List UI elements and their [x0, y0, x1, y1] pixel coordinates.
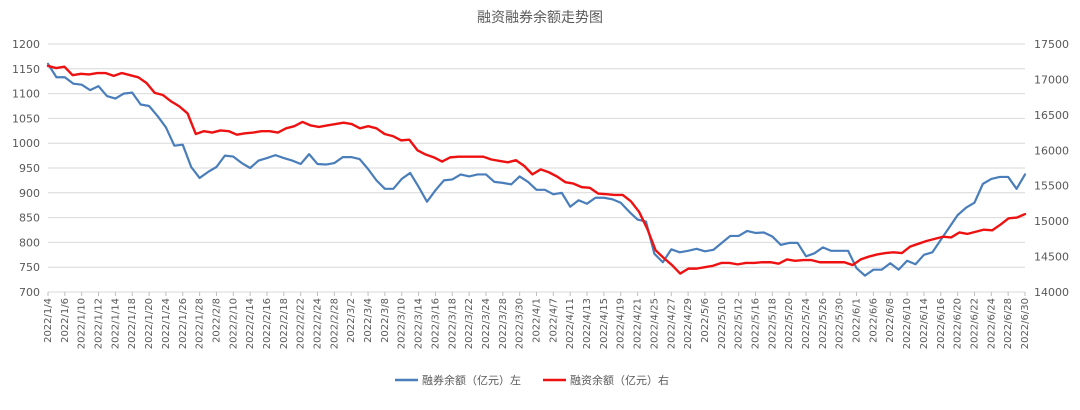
- x-tick-label: 2022/4/27: [666, 298, 677, 349]
- y-right-tick-label: 16000: [1034, 144, 1069, 157]
- y-left-tick-label: 1100: [12, 88, 40, 101]
- x-tick-label: 2022/4/7: [548, 298, 559, 343]
- x-tick-label: 2022/1/10: [77, 298, 88, 349]
- x-tick-label: 2022/5/10: [717, 298, 728, 349]
- x-tick-label: 2022/5/26: [818, 298, 829, 349]
- y-left-tick-label: 1200: [12, 38, 40, 51]
- x-tick-label: 2022/2/28: [329, 298, 340, 349]
- series-line-short-balance: [46, 62, 1027, 277]
- x-tick-label: 2022/1/6: [60, 298, 71, 343]
- legend: 融券余额（亿元）左 融资余额（亿元）右: [395, 373, 669, 387]
- legend-label-margin-balance: 融资余额（亿元）右: [570, 373, 669, 387]
- x-tick-label: 2022/1/12: [94, 298, 105, 349]
- y-left-tick-label: 900: [19, 187, 40, 200]
- x-tick-label: 2022/4/21: [633, 298, 644, 349]
- x-tick-label: 2022/6/10: [902, 298, 913, 349]
- x-tick-label: 2022/3/22: [464, 298, 475, 349]
- x-tick-label: 2022/6/16: [936, 298, 947, 349]
- series-lines: [46, 62, 1027, 277]
- x-tick-label: 2022/4/29: [683, 298, 694, 349]
- x-tick-label: 2022/6/6: [868, 298, 879, 343]
- x-tick-label: 2022/1/20: [144, 298, 155, 349]
- x-tick-label: 2022/3/14: [414, 298, 425, 349]
- x-tick-label: 2022/1/14: [110, 298, 121, 349]
- x-tick-label: 2022/6/8: [885, 298, 896, 343]
- y-left-tick-label: 950: [19, 162, 40, 175]
- x-tick-label: 2022/5/6: [700, 298, 711, 343]
- x-tick-label: 2022/3/8: [380, 298, 391, 343]
- x-tick-label: 2022/6/28: [1003, 298, 1014, 349]
- x-tick-label: 2022/2/16: [262, 298, 273, 349]
- y-left-tick-label: 1050: [12, 112, 40, 125]
- x-tick-label: 2022/2/18: [279, 298, 290, 349]
- x-tick-label: 2022/4/15: [599, 298, 610, 349]
- x-tick-label: 2022/6/24: [986, 298, 997, 349]
- x-tick-label: 2022/5/18: [767, 298, 778, 349]
- x-tick-label: 2022/6/30: [1020, 298, 1031, 349]
- x-tick-label: 2022/5/12: [734, 298, 745, 349]
- x-tick-label: 2022/2/14: [245, 298, 256, 349]
- x-tick-label: 2022/1/18: [127, 298, 138, 349]
- x-tick-label: 2022/6/14: [919, 298, 930, 349]
- gridlines: [48, 43, 1025, 293]
- x-tick-label: 2022/5/30: [835, 298, 846, 349]
- y-left-tick-label: 800: [19, 236, 40, 249]
- x-tick-label: 2022/1/24: [161, 298, 172, 349]
- x-tick-label: 2022/2/8: [211, 298, 222, 343]
- x-tick-label: 2022/5/16: [750, 298, 761, 349]
- x-tick-label: 2022/4/25: [649, 298, 660, 349]
- x-tick-label: 2022/3/16: [430, 298, 441, 349]
- x-tick-label: 2022/4/13: [582, 298, 593, 349]
- y-right-tick-label: 15000: [1034, 215, 1069, 228]
- y-left-tick-label: 750: [19, 261, 40, 274]
- x-tick-label: 2022/3/18: [447, 298, 458, 349]
- y-right-tick-label: 17500: [1034, 38, 1069, 51]
- y-left-tick-label: 1000: [12, 137, 40, 150]
- x-tick-label: 2022/4/11: [565, 298, 576, 349]
- y-axis-left-ticks: 700 750 800 850 900 950 1000 1050 1100 1150 1200: [12, 38, 40, 299]
- y-right-tick-label: 14500: [1034, 251, 1069, 264]
- x-tick-label: 2022/2/22: [296, 298, 307, 349]
- y-right-tick-label: 15500: [1034, 180, 1069, 193]
- y-right-tick-label: 17000: [1034, 73, 1069, 86]
- x-tick-label: 2022/3/24: [481, 298, 492, 349]
- x-tick-label: 2022/4/1: [532, 298, 543, 343]
- series-line-margin-balance: [46, 64, 1027, 275]
- x-axis-ticks: 2022/1/4 2022/1/6 2022/1/10 2022/1/12 2022/1…: [43, 292, 1031, 349]
- x-tick-label: 2022/4/19: [616, 298, 627, 349]
- y-left-tick-label: 1150: [12, 63, 40, 76]
- x-tick-label: 2022/6/1: [852, 298, 863, 343]
- y-right-tick-label: 14000: [1034, 286, 1069, 299]
- x-tick-label: 2022/2/10: [228, 298, 239, 349]
- x-tick-label: 2022/3/30: [515, 298, 526, 349]
- chart-title: 融资融券余额走势图: [477, 9, 603, 26]
- x-tick-label: 2022/3/4: [363, 298, 374, 343]
- x-tick-label: 2022/1/4: [43, 298, 54, 343]
- x-tick-label: 2022/3/28: [498, 298, 509, 349]
- x-tick-label: 2022/3/2: [346, 298, 357, 343]
- legend-label-short-balance: 融券余额（亿元）左: [422, 373, 521, 387]
- x-tick-label: 2022/5/20: [784, 298, 795, 349]
- x-tick-label: 2022/6/22: [969, 298, 980, 349]
- x-tick-label: 2022/1/28: [195, 298, 206, 349]
- x-tick-label: 2022/5/24: [801, 298, 812, 349]
- x-tick-label: 2022/2/24: [313, 298, 324, 349]
- y-right-tick-label: 16500: [1034, 109, 1069, 122]
- y-left-tick-label: 850: [19, 212, 40, 225]
- x-tick-label: 2022/6/20: [953, 298, 964, 349]
- x-tick-label: 2022/1/26: [178, 298, 189, 349]
- y-axis-right-ticks: 14000 14500 15000 15500 16000 16500 17000 17500: [1034, 38, 1069, 299]
- y-left-tick-label: 700: [19, 286, 40, 299]
- x-tick-label: 2022/3/10: [397, 298, 408, 349]
